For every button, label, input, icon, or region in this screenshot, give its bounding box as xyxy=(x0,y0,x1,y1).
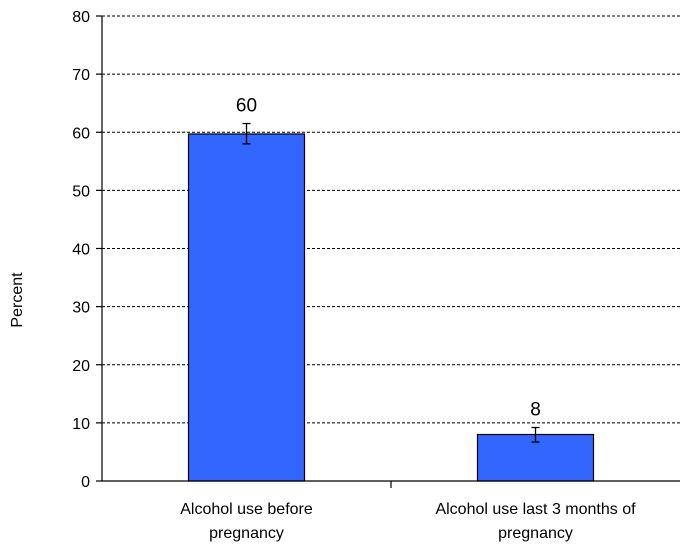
y-tick-label: 40 xyxy=(72,242,90,259)
error-bar xyxy=(242,122,251,145)
data-label: 60 xyxy=(236,96,257,117)
bars xyxy=(187,122,595,482)
category-label: Alcohol use before xyxy=(180,501,313,518)
y-tick-label: 50 xyxy=(72,183,90,200)
y-tick-label: 30 xyxy=(72,300,90,317)
category-label: Alcohol use last 3 months of xyxy=(435,501,636,518)
category-label: pregnancy xyxy=(498,525,573,542)
axes xyxy=(96,15,680,488)
category-label: pregnancy xyxy=(209,525,284,542)
y-axis-title: Percent xyxy=(9,272,26,328)
y-tick-label: 10 xyxy=(72,416,90,433)
y-tick-label: 20 xyxy=(72,358,90,375)
labels: 0 10 20 30 40 50 60 70 80 60 Alcohol use before pre… xyxy=(72,9,636,542)
y-tick-label: 80 xyxy=(72,9,90,26)
y-tick-label: 60 xyxy=(72,125,90,142)
data-label: 8 xyxy=(530,400,541,421)
bar xyxy=(187,133,306,482)
y-tick-label: 70 xyxy=(72,67,90,84)
y-tick-label: 0 xyxy=(81,474,90,491)
error-bar xyxy=(531,426,540,443)
